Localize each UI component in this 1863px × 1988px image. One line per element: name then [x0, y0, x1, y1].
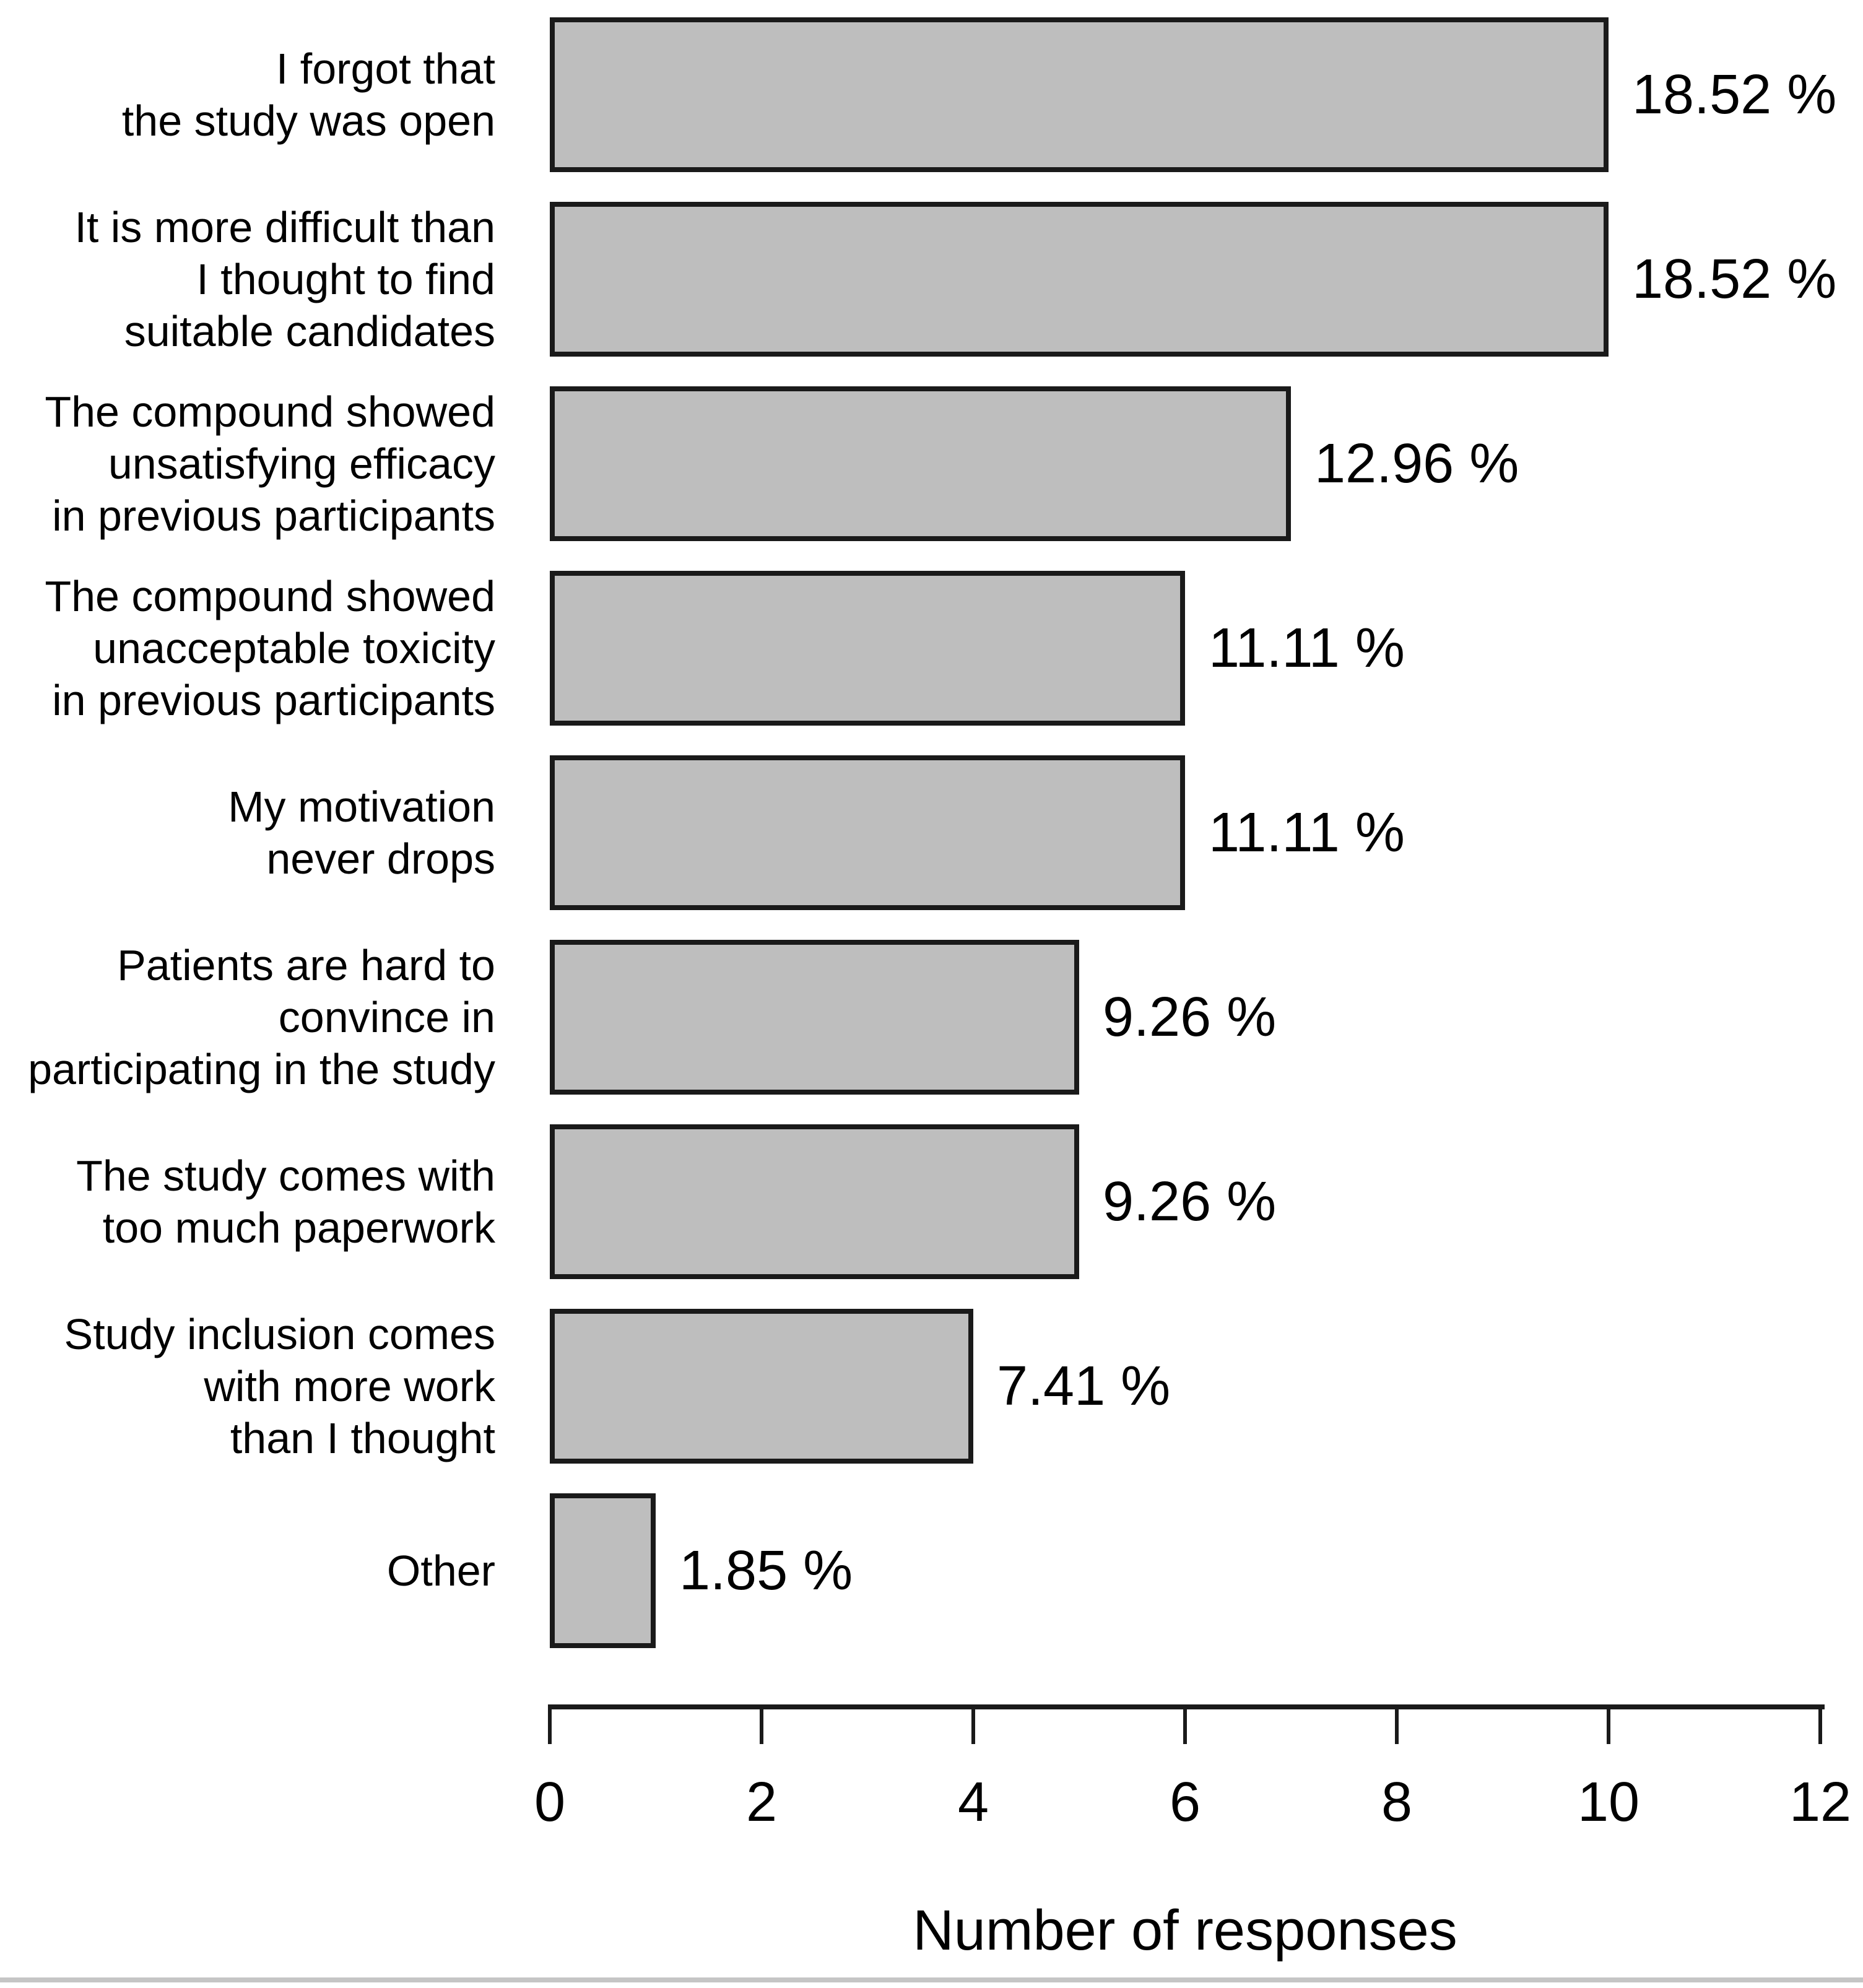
category-label: It is more difficult than I thought to f… — [74, 203, 495, 355]
x-axis-tick — [1607, 1707, 1610, 1744]
value-label: 9.26 % — [1103, 1171, 1277, 1233]
x-axis-title: Number of responses — [913, 1899, 1457, 1962]
x-axis-tick — [1818, 1707, 1822, 1744]
category-label: Patients are hard to convince in partici… — [28, 941, 495, 1093]
bottom-separator — [0, 1977, 1863, 1982]
category-label: Study inclusion comes with more work tha… — [64, 1310, 495, 1462]
value-label: 11.11 % — [1209, 617, 1405, 679]
category-label: I forgot that the study was open — [121, 45, 495, 145]
x-tick-label: 8 — [1381, 1771, 1413, 1833]
category-label: The study comes with too much paperwork — [76, 1152, 495, 1252]
x-axis-tick — [760, 1707, 763, 1744]
value-label: 1.85 % — [679, 1540, 853, 1602]
value-label: 12.96 % — [1314, 433, 1519, 495]
bar — [550, 1124, 1079, 1279]
bar — [550, 940, 1079, 1095]
x-tick-label: 12 — [1789, 1771, 1852, 1833]
value-label: 18.52 % — [1632, 248, 1837, 310]
value-label: 18.52 % — [1632, 64, 1837, 126]
x-axis-tick — [1183, 1707, 1187, 1744]
bar — [550, 386, 1291, 541]
x-tick-label: 10 — [1577, 1771, 1640, 1833]
bar — [550, 1493, 656, 1648]
value-label: 9.26 % — [1103, 986, 1277, 1048]
bar — [550, 202, 1609, 357]
value-label: 11.11 % — [1209, 802, 1405, 864]
bar — [550, 17, 1609, 172]
x-tick-label: 0 — [534, 1771, 566, 1833]
category-label: Other — [386, 1547, 495, 1595]
category-label: My motivation never drops — [228, 783, 495, 883]
x-tick-label: 4 — [957, 1771, 989, 1833]
x-axis-tick — [971, 1707, 975, 1744]
x-tick-label: 2 — [745, 1771, 778, 1833]
x-axis-tick — [1395, 1707, 1399, 1744]
bar — [550, 571, 1185, 726]
bar — [550, 755, 1185, 910]
category-label: The compound showed unsatisfying efficac… — [45, 388, 495, 540]
x-axis-tick — [548, 1707, 552, 1744]
x-tick-label: 6 — [1169, 1771, 1201, 1833]
bar — [550, 1309, 973, 1464]
value-label: 7.41 % — [997, 1355, 1171, 1417]
category-label: The compound showed unacceptable toxicit… — [45, 572, 495, 724]
